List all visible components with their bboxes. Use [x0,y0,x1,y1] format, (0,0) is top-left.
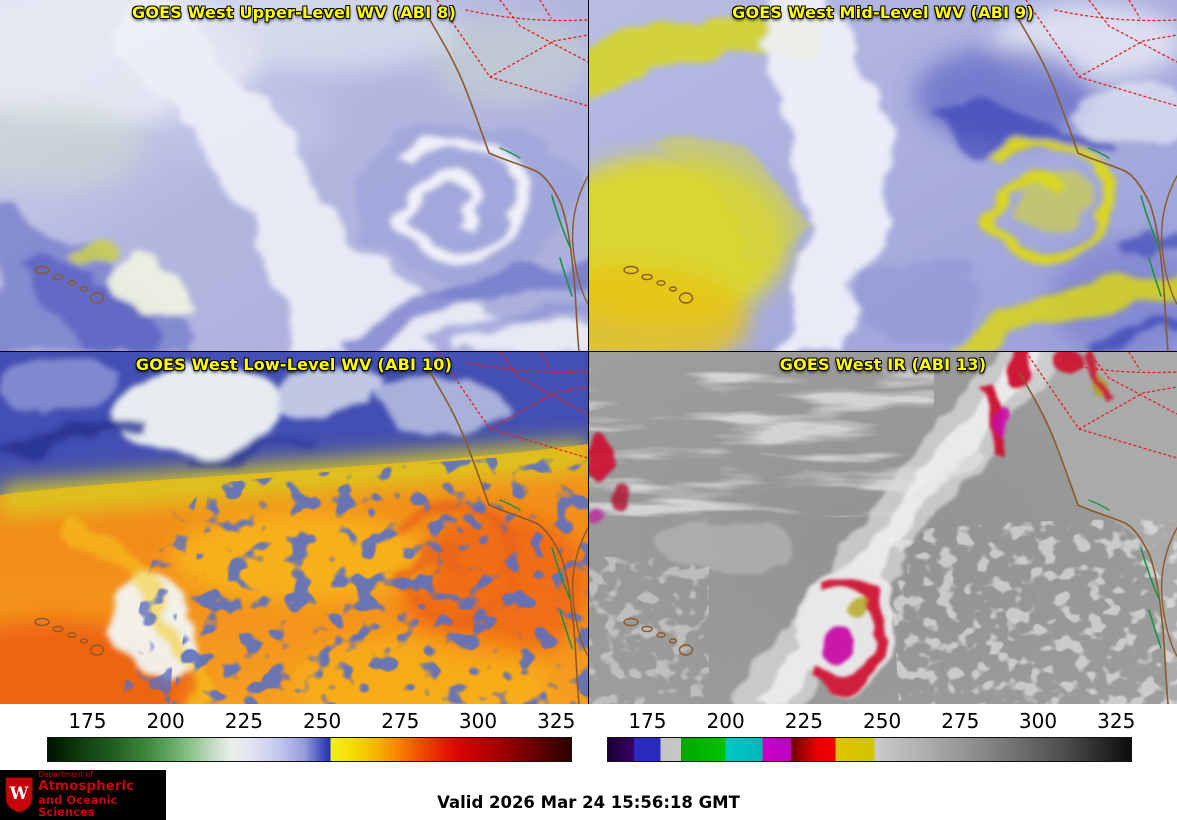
dry-yellow-regions [589,4,1177,351]
colorbar-tick-label: 325 [537,709,576,733]
panel-upper-wv: GOES West Upper-Level WV (ABI 8) [0,0,588,351]
colorbar-tick-label: 175 [68,709,107,733]
ir-colorbar-tick-row: 175 200 225 250 275 300 325 [607,704,1136,735]
colorbar-tick-label: 200 [146,709,185,733]
ir-satellite-image [589,352,1177,704]
colorbar-tick-label: 200 [706,709,745,733]
logo-dept-line: Department of [38,770,94,780]
upper-wv-satellite-image [0,0,588,351]
panel-title-mid-wv: GOES West Mid-Level WV (ABI 9) [732,3,1034,22]
logo-name-line1: Atmospheric [38,778,135,795]
logo-name-line2: and Oceanic Sciences [38,792,118,820]
panel-mid-wv: GOES West Mid-Level WV (ABI 9) [589,0,1177,351]
uw-crest-icon: W [5,777,33,813]
footer: W Department of Atmospheric and Oceanic … [0,770,1177,820]
valid-time-caption: Valid 2026 Mar 24 15:56:18 GMT [437,793,740,812]
panel-title-upper-wv: GOES West Upper-Level WV (ABI 8) [132,3,456,22]
colorbar-tick-label: 325 [1097,709,1136,733]
uw-aos-logo: W Department of Atmospheric and Oceanic … [0,770,166,820]
wv-colorbar [47,737,572,762]
moist-band [105,0,588,351]
cyclone-swirl [983,135,1114,262]
colorbar-tick-label: 275 [941,709,980,733]
mottled-cloud-field [172,452,588,704]
cloud-features [589,0,1177,351]
colorbar-strip: 175 200 225 250 275 300 325 175 200 225 250 275 300… [0,704,1177,770]
colorbar-tick-label: 300 [1018,709,1058,733]
colorbar-tick-label: 250 [303,709,342,733]
colorbar-tick-label: 250 [863,709,902,733]
colorbar-tick-label: 225 [224,709,263,733]
panel-ir: GOES West IR (ABI 13) [589,352,1177,704]
ir-colorbar [607,737,1132,762]
moist-band [757,0,890,351]
colorbar-tick-label: 275 [381,709,420,733]
panel-low-wv: GOES West Low-Level WV (ABI 10) [0,352,588,704]
wv-colorbar-tick-row: 175 200 225 250 275 300 325 [47,704,576,735]
panel-grid: GOES West Upper-Level WV (ABI 8) [0,0,1177,704]
cyclone-swirl [394,133,529,262]
sensor-grain [589,352,1177,704]
mid-wv-satellite-image [589,0,1177,351]
colorbar-tick-label: 225 [784,709,823,733]
low-wv-satellite-image [0,352,588,704]
colorbar-tick-label: 300 [458,709,498,733]
colorbar-tick-label: 175 [628,709,667,733]
crest-letter: W [9,783,29,803]
logo-text: Department of Atmospheric and Oceanic Sc… [38,770,161,820]
wv-colorbar-block: 175 200 225 250 275 300 325 [47,704,576,770]
panel-title-ir: GOES West IR (ABI 13) [779,355,987,374]
panel-title-low-wv: GOES West Low-Level WV (ABI 10) [135,355,453,374]
ir-colorbar-block: 175 200 225 250 275 300 325 [607,704,1136,770]
